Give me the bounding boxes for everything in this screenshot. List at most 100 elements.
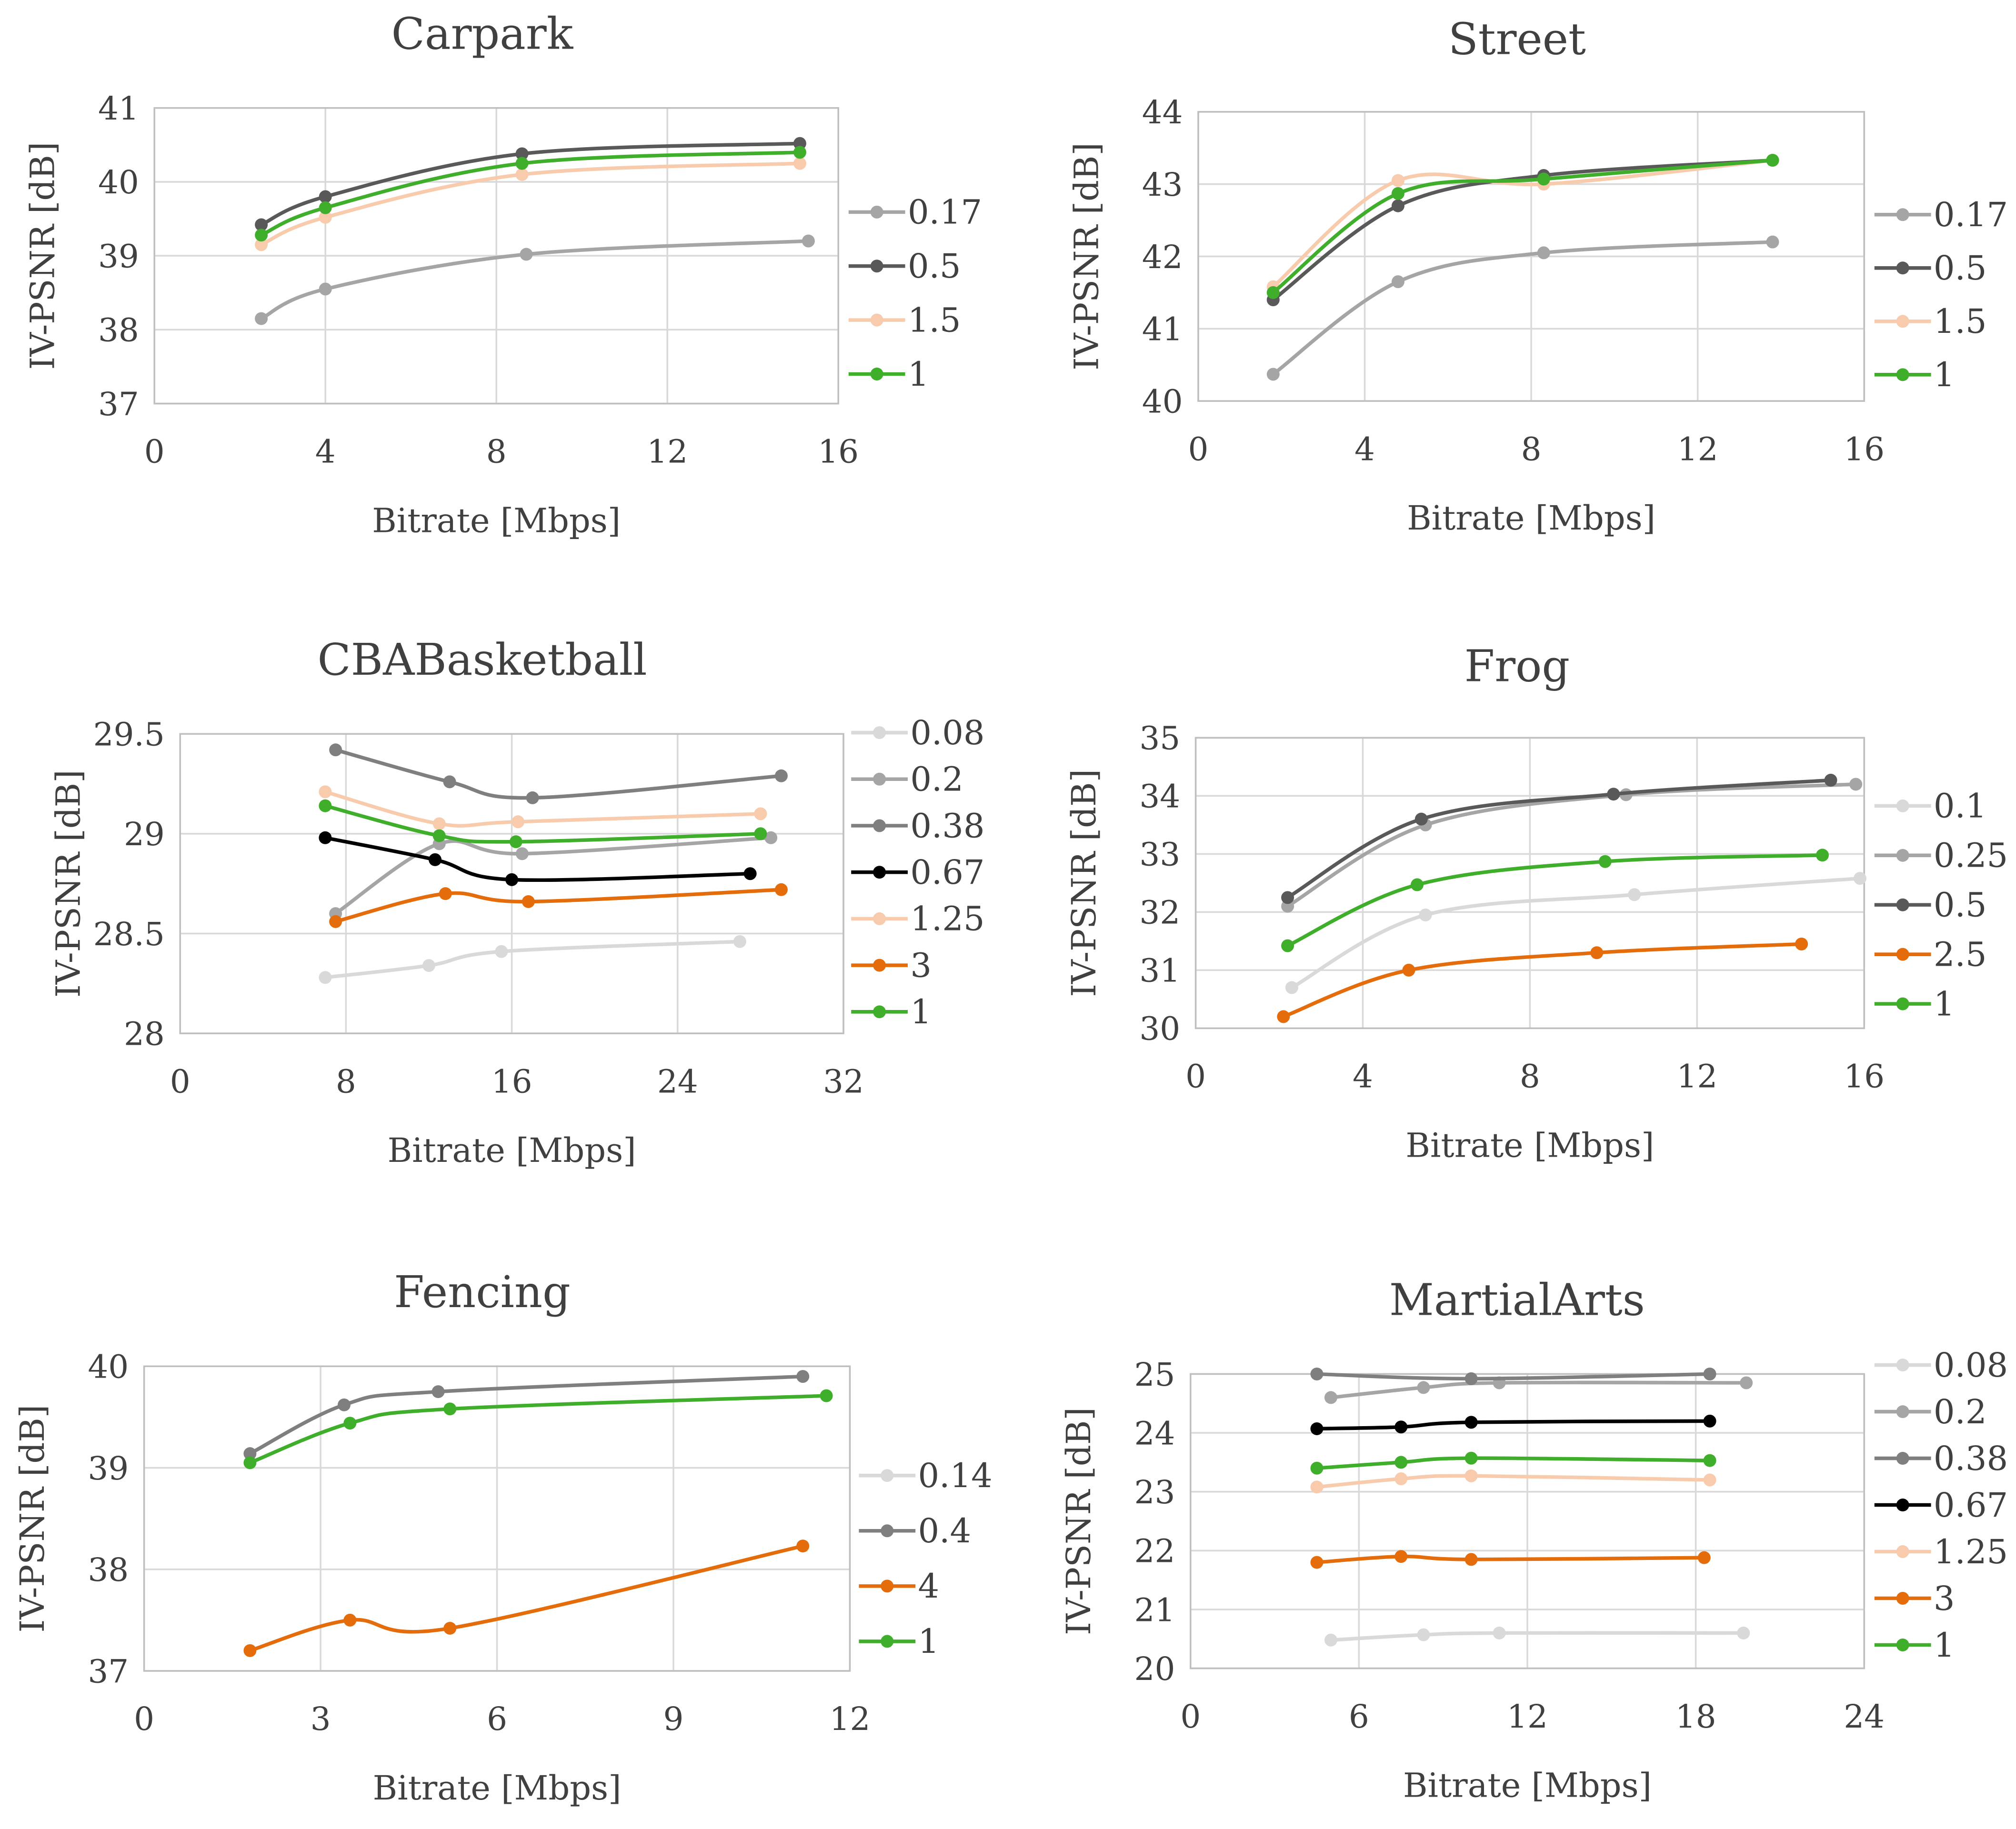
- data-point: [1417, 1628, 1430, 1641]
- data-point: [1391, 275, 1404, 289]
- legend-label: 0.5: [1934, 249, 1987, 288]
- legend-label: 3: [910, 946, 932, 985]
- data-point: [1402, 963, 1415, 977]
- y-axis-label: IV-PSNR [dB]: [1059, 1407, 1098, 1635]
- data-point: [820, 1389, 833, 1402]
- legend-label: 4: [918, 1567, 940, 1606]
- legend-label: 0.67: [1934, 1486, 2008, 1525]
- data-point: [343, 1417, 357, 1430]
- series-line-1: [324, 804, 761, 844]
- series-line-3: [335, 888, 782, 924]
- y-tick-label: 29: [124, 815, 165, 853]
- legend-swatch-marker: [1896, 898, 1909, 911]
- legend-label: 0.2: [1934, 1392, 1987, 1431]
- data-point: [764, 831, 778, 844]
- y-tick-label: 34: [1139, 778, 1180, 815]
- y-axis-label: IV-PSNR [dB]: [23, 142, 62, 370]
- data-point: [255, 312, 268, 325]
- x-tick-label: 0: [144, 433, 165, 470]
- y-tick-label: 38: [88, 1551, 129, 1589]
- x-tick-label: 4: [1353, 1058, 1373, 1095]
- legend-swatch-marker: [873, 1005, 886, 1019]
- chart-street: 0 4 8 12 16 40 41 42 43 44 Street Bitrate [Mbps] IV-…: [1067, 13, 2008, 538]
- data-point: [1703, 1473, 1716, 1487]
- legend-swatch-marker: [870, 260, 883, 273]
- legend-label: 0.1: [1934, 787, 1987, 826]
- data-point: [1703, 1454, 1716, 1467]
- y-tick-label: 40: [1142, 382, 1183, 420]
- data-point: [505, 873, 519, 886]
- data-point: [1607, 788, 1620, 801]
- legend-label: 1: [908, 355, 929, 394]
- x-tick-label: 0: [170, 1062, 191, 1100]
- y-tick-label: 28.5: [93, 915, 165, 953]
- data-point: [796, 1539, 810, 1553]
- y-tick-label: 38: [98, 311, 139, 349]
- data-point: [319, 210, 332, 224]
- series-line-0.67: [1316, 1419, 1710, 1431]
- x-axis-label: Bitrate [Mbps]: [373, 1769, 622, 1808]
- data-point: [754, 807, 767, 820]
- y-tick-label: 39: [98, 237, 139, 275]
- data-point: [1849, 778, 1863, 791]
- legend-label: 0.25: [1934, 836, 2008, 875]
- legend-label: 0.38: [910, 806, 984, 845]
- y-tick-label: 39: [88, 1449, 129, 1487]
- legend-label: 3: [1934, 1579, 1955, 1618]
- series-line-0.17: [1272, 240, 1773, 376]
- series-line-3: [1316, 1554, 1705, 1564]
- plot-area: [1190, 1373, 1865, 1669]
- data-point: [515, 168, 529, 181]
- y-tick-label: 24: [1134, 1414, 1175, 1452]
- x-tick-label: 16: [1844, 1058, 1885, 1095]
- legend-swatch-marker: [1896, 315, 1909, 328]
- data-point: [495, 945, 508, 958]
- x-tick-label: 12: [647, 433, 688, 470]
- x-tick-label: 16: [1844, 430, 1885, 468]
- legend-swatch-marker: [873, 866, 886, 879]
- x-axis-label: Bitrate [Mbps]: [1407, 499, 1655, 538]
- data-point: [1598, 855, 1612, 868]
- data-point: [1394, 1456, 1408, 1469]
- y-tick-label: 21: [1134, 1591, 1175, 1629]
- data-point: [243, 1447, 257, 1460]
- y-axis-label: IV-PSNR [dB]: [49, 770, 88, 998]
- legend-label: 1.5: [1934, 302, 1987, 341]
- series-line-0.38: [335, 748, 782, 800]
- y-tick-label: 41: [98, 90, 139, 127]
- data-point: [1628, 888, 1641, 901]
- legend-label: 1: [918, 1622, 940, 1661]
- data-point: [515, 847, 529, 860]
- x-tick-label: 0: [134, 1700, 154, 1738]
- data-point: [1310, 1556, 1324, 1569]
- data-point: [1464, 1553, 1478, 1566]
- x-tick-label: 12: [1676, 1058, 1717, 1095]
- x-tick-label: 8: [486, 433, 507, 470]
- data-point: [1394, 1420, 1408, 1434]
- x-tick-label: 0: [1188, 430, 1209, 468]
- legend-label: 0.14: [918, 1456, 993, 1495]
- data-point: [443, 1621, 457, 1635]
- series-line-1: [261, 150, 800, 237]
- data-point: [509, 835, 522, 849]
- data-point: [1324, 1633, 1337, 1647]
- series-line-0.25: [1286, 782, 1856, 908]
- data-point: [1697, 1551, 1711, 1564]
- data-point: [515, 147, 529, 160]
- x-axis-label: Bitrate [Mbps]: [388, 1131, 636, 1170]
- series-line-1.5: [1272, 158, 1773, 289]
- y-tick-label: 25: [1134, 1356, 1175, 1393]
- legend-label: 2.5: [1934, 935, 1987, 974]
- data-point: [1324, 1391, 1337, 1404]
- y-tick-label: 43: [1142, 166, 1183, 203]
- legend-swatch-marker: [1896, 849, 1909, 862]
- y-tick-label: 40: [88, 1348, 129, 1386]
- data-point: [1266, 368, 1280, 381]
- data-point: [1285, 981, 1298, 994]
- data-point: [1310, 1480, 1324, 1494]
- data-point: [1394, 1472, 1408, 1486]
- data-point: [796, 1370, 810, 1383]
- data-point: [774, 769, 788, 782]
- series-line-4: [249, 1544, 803, 1652]
